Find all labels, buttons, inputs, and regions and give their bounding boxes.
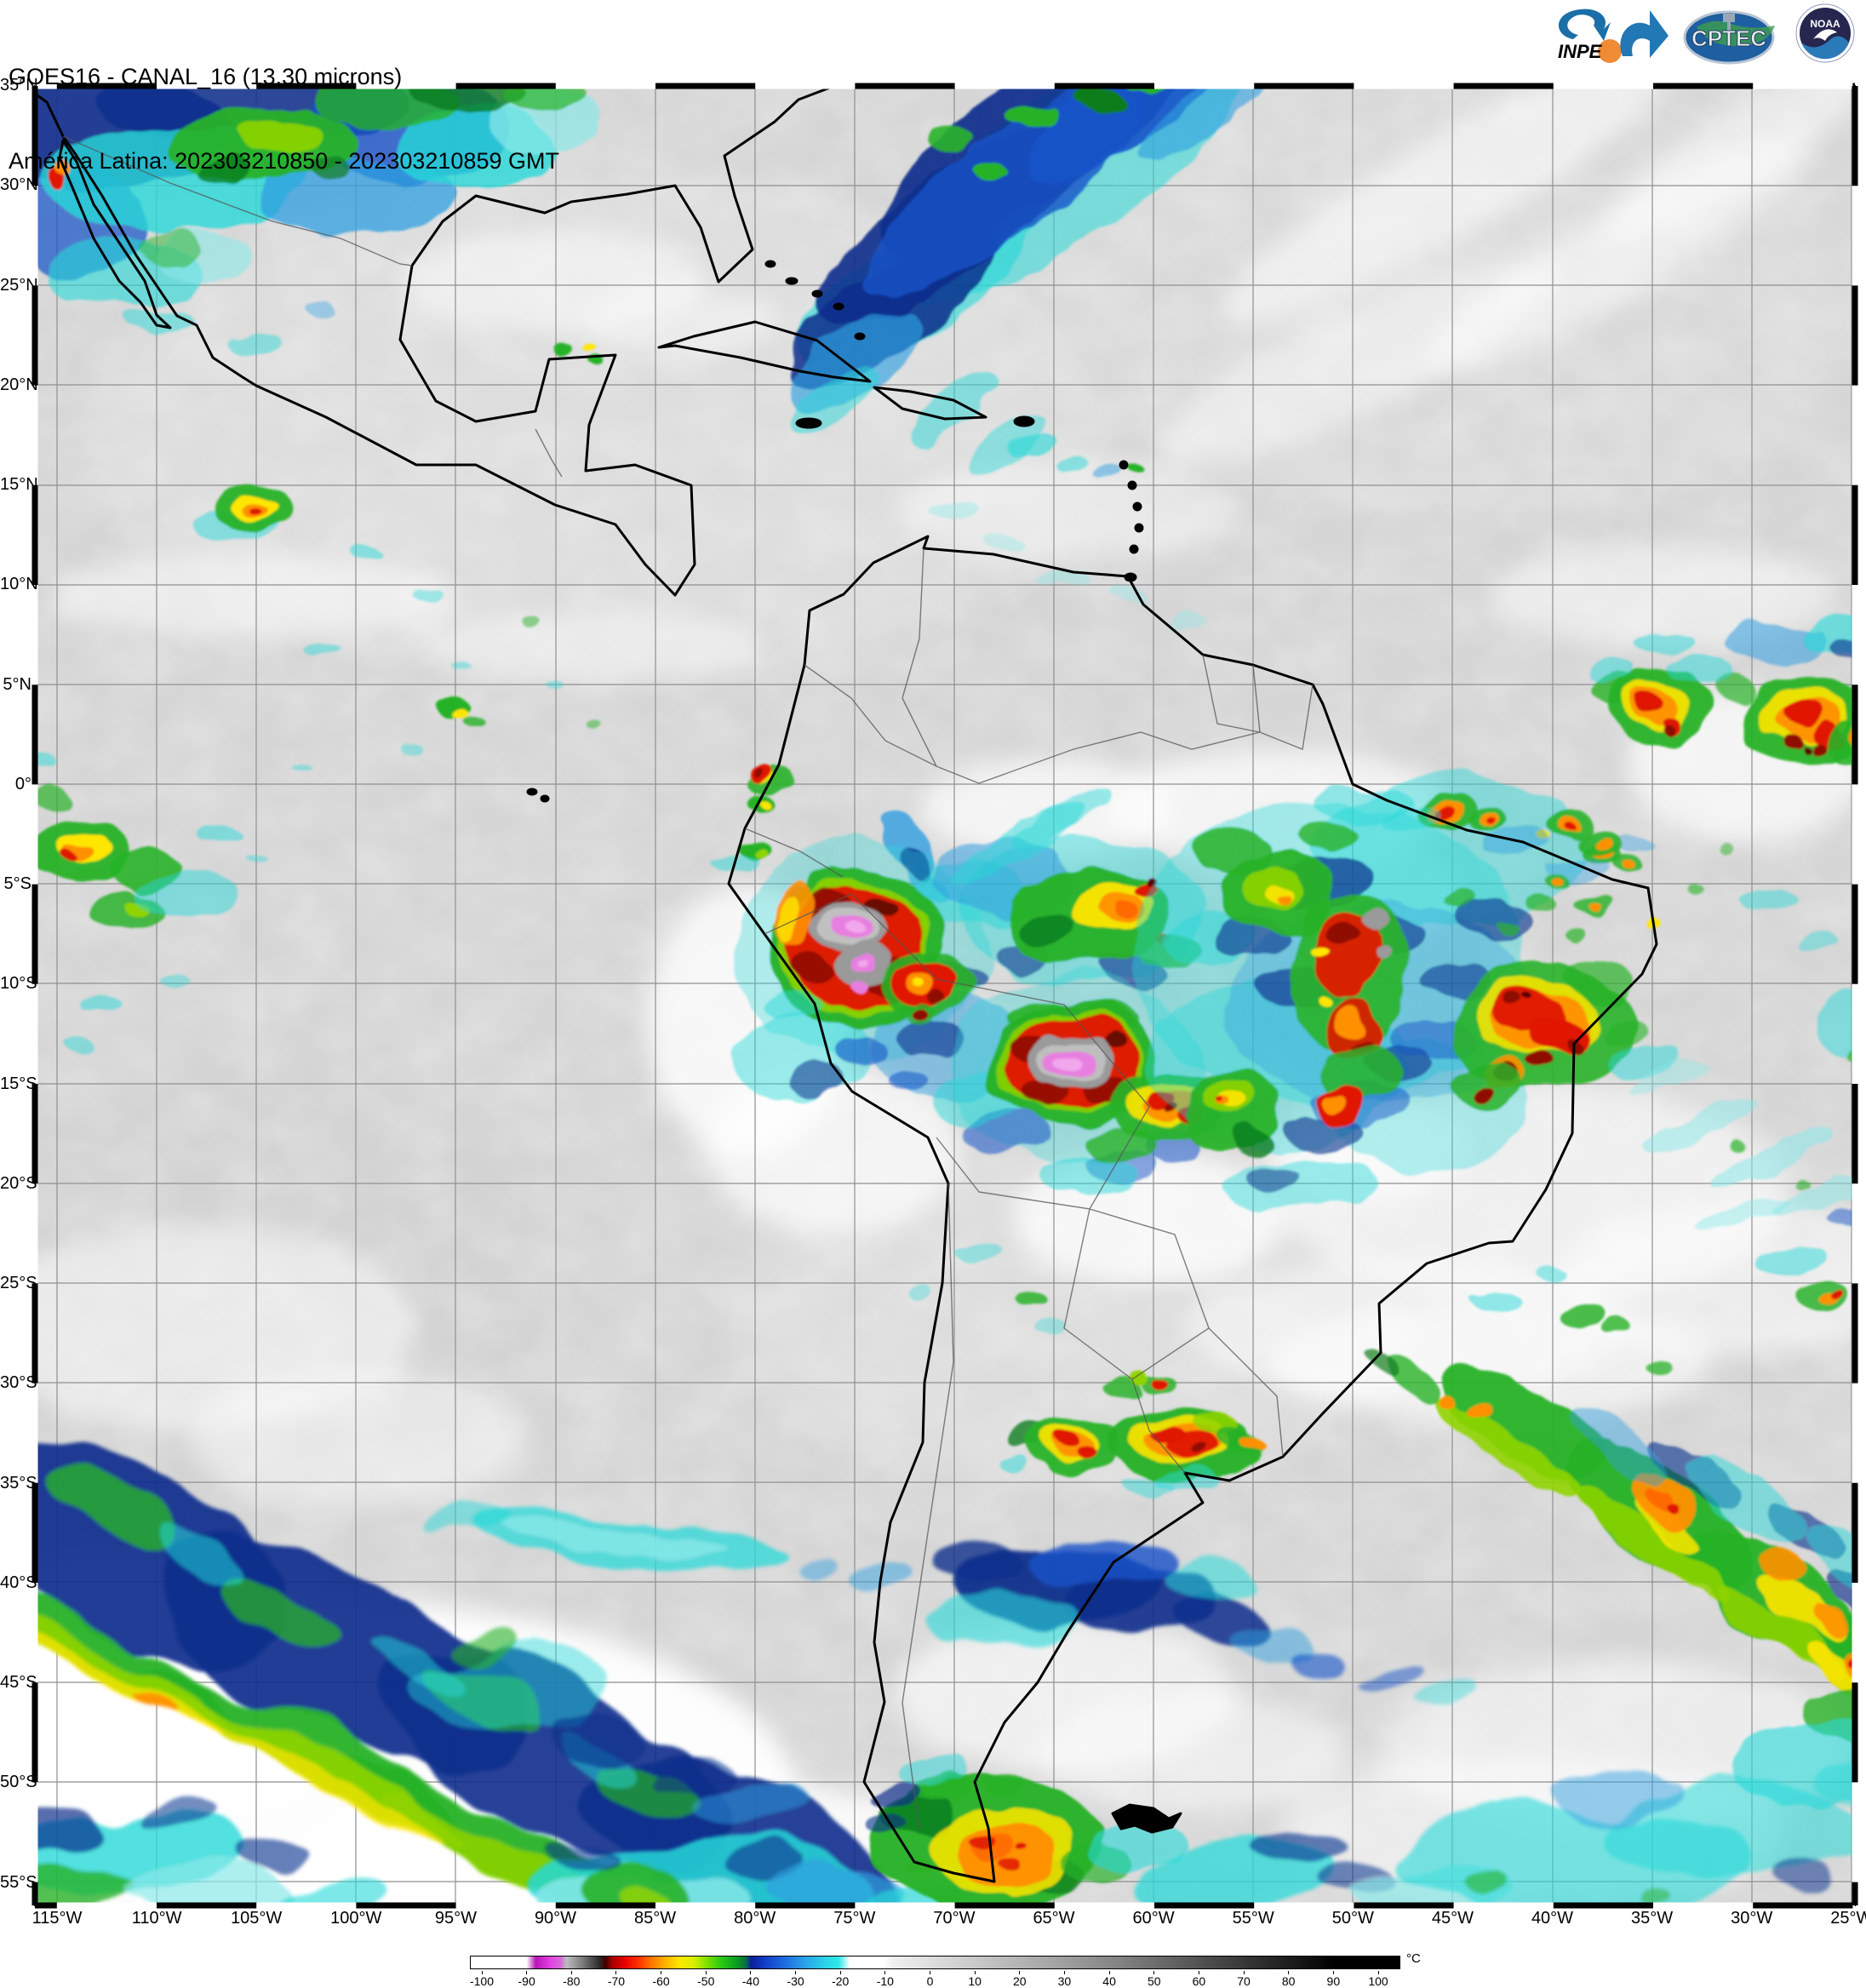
header: GOES16 - CANAL_16 (13.30 microns) Améric… (9, 7, 559, 203)
cloud-band-south-brazil (996, 1366, 1262, 1493)
lat-label: 15°N (0, 475, 38, 495)
colorbar-tick-label: -60 (640, 1971, 683, 1988)
colorbar-tick-label: 80 (1268, 1971, 1310, 1988)
lat-label: 25°S (0, 1274, 37, 1293)
lat-label: 10°N (0, 575, 38, 594)
colorbar-tick-label: 70 (1222, 1971, 1265, 1988)
lon-label: 65°W (1033, 1909, 1075, 1928)
cloud-cluster-atlantic-itcz (1546, 617, 1855, 1063)
lon-label: 25°W (1830, 1909, 1866, 1928)
lon-label: 85°W (634, 1909, 677, 1928)
colorbar-tick-label: 0 (909, 1971, 952, 1988)
colorbar-tick-label: 40 (1088, 1971, 1130, 1988)
lon-label: 30°W (1731, 1909, 1773, 1928)
colorbar-tick-label: -50 (684, 1971, 727, 1988)
lon-label: 115°W (31, 1909, 83, 1928)
lon-label: 70°W (933, 1909, 976, 1928)
lat-label: 20°N (0, 375, 38, 394)
lon-label: 45°W (1431, 1909, 1474, 1928)
map-frame (31, 83, 1858, 1909)
cloud-band-florida-atlantic (790, 86, 1280, 471)
lon-label: 100°W (330, 1909, 382, 1928)
logo-bar: INPE CPTEC NOAA (1522, 2, 1863, 65)
colorbar-tick-label: 20 (999, 1971, 1041, 1988)
lon-label: 35°W (1631, 1909, 1674, 1928)
lon-label: 90°W (534, 1909, 577, 1928)
lat-label: 40°S (0, 1573, 37, 1592)
lat-label: 10°S (0, 974, 37, 994)
noaa-logo-icon: NOAA (1795, 3, 1855, 63)
lat-label: 5°S (3, 874, 31, 894)
lat-label: 30°N (0, 175, 38, 195)
inpe-logo-icon: INPE (1558, 9, 1669, 63)
colorbar (470, 1956, 1400, 1969)
lat-label: 35°S (0, 1473, 37, 1492)
colorbar-unit: °C (1406, 1951, 1421, 1966)
lon-label: 55°W (1232, 1909, 1274, 1928)
colorbar-tick-label: 60 (1177, 1971, 1220, 1988)
lat-label: 5°N (3, 674, 31, 694)
cptec-logo-text: CPTEC (1691, 26, 1766, 51)
lat-label: 20°S (0, 1173, 37, 1193)
inpe-logo-text: INPE (1558, 41, 1603, 62)
caribbean-specks (552, 342, 1205, 629)
lat-label: 15°S (0, 1074, 37, 1093)
colorbar-tick-label: 50 (1133, 1971, 1176, 1988)
colorbar-tick-label: -70 (595, 1971, 638, 1988)
coastlines (35, 86, 1658, 1883)
lat-label: 30°S (0, 1373, 37, 1393)
noaa-logo-text: NOAA (1810, 18, 1840, 30)
colorbar-tick-label: 100 (1357, 1971, 1400, 1988)
colorbar-tick-label: 30 (1043, 1971, 1085, 1988)
colorbar-tick-label: -80 (550, 1971, 592, 1988)
cptec-logo-icon: CPTEC (1683, 10, 1775, 65)
title-line-2: América Latina: 202303210850 - 202303210… (9, 148, 559, 174)
colorbar-tick-label: -30 (775, 1971, 817, 1988)
atlantic-cirrus-wisps (904, 1063, 1855, 1335)
lon-label: 110°W (131, 1909, 182, 1928)
title-line-1: GOES16 - CANAL_16 (13.30 microns) (9, 64, 403, 89)
lon-label: 80°W (734, 1909, 776, 1928)
lat-label: 55°S (0, 1872, 37, 1892)
lon-label: 60°W (1132, 1909, 1175, 1928)
colorbar-tick-label: -90 (506, 1971, 548, 1988)
lon-label: 50°W (1331, 1909, 1374, 1928)
lat-label: 0° (14, 774, 31, 793)
cloud-band-38s (426, 1516, 1481, 1706)
colorbar-tick-label: 10 (953, 1971, 996, 1988)
cloud-system-northwest-mexico (35, 86, 604, 351)
colorbar-tick-label: 90 (1312, 1971, 1354, 1988)
lat-label: 35°N (0, 76, 38, 95)
colorbar-tick-label: -100 (461, 1971, 503, 1988)
frontal-band-southeast-pacific (35, 1442, 897, 1905)
colorbar-tick-label: -40 (730, 1971, 772, 1988)
colorbar-tick-label: -20 (819, 1971, 861, 1988)
lon-label: 95°W (434, 1909, 477, 1928)
colorbar-tick-label: -10 (864, 1971, 907, 1988)
pacific-scattered-cells (35, 484, 604, 1054)
lat-label: 25°N (0, 275, 38, 295)
lat-label: 50°S (0, 1773, 37, 1792)
country-borders (62, 135, 1314, 1831)
cloud-band-south-atlantic (1360, 1246, 1855, 1805)
lat-label: 45°S (0, 1673, 37, 1693)
lon-label: 40°W (1531, 1909, 1574, 1928)
cloud-complex-central-brazil (1132, 775, 1681, 1209)
lon-label: 75°W (833, 1909, 876, 1928)
lon-label: 105°W (231, 1909, 283, 1928)
